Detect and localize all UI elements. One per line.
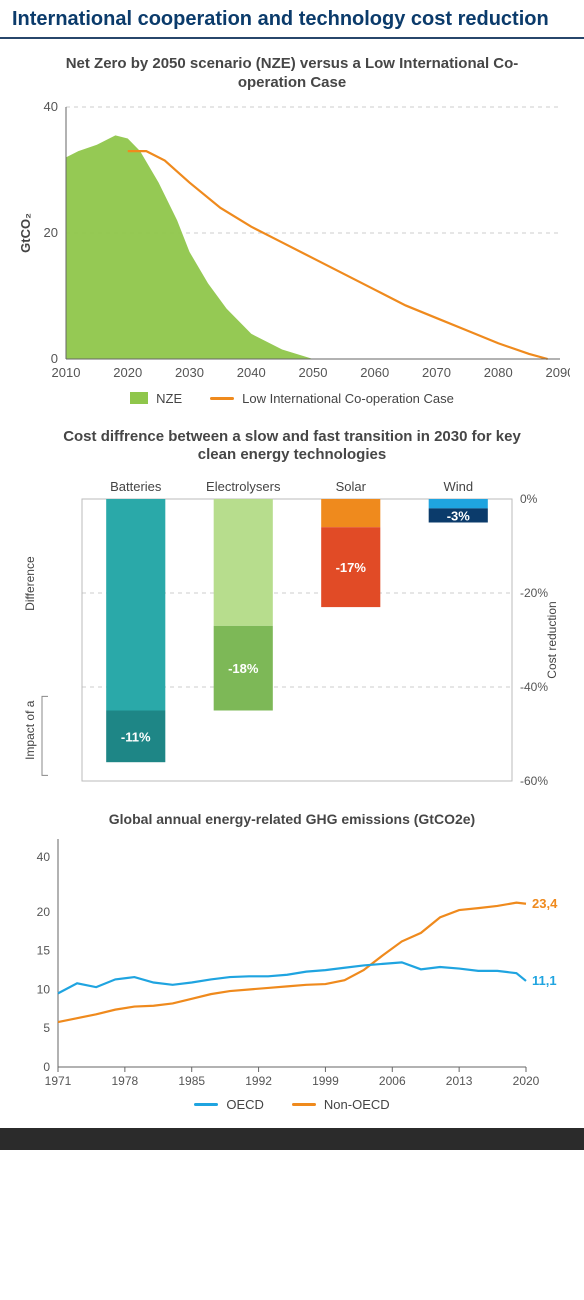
legend-swatch-lowcoop <box>210 397 234 400</box>
svg-text:1971: 1971 <box>45 1074 72 1088</box>
svg-text:2013: 2013 <box>446 1074 473 1088</box>
svg-text:11,1: 11,1 <box>532 972 557 987</box>
svg-text:-18%: -18% <box>228 661 259 676</box>
svg-text:Cost reduction: Cost reduction <box>545 601 559 678</box>
legend-swatch-nze <box>130 392 148 404</box>
chart-nze-vs-lowcoop: Net Zero by 2050 scenario (NZE) versus a… <box>0 39 584 412</box>
svg-text:40: 40 <box>44 99 58 114</box>
chart3-legend: OECD Non-OECD <box>14 1097 570 1112</box>
chart1-legend: NZE Low International Co-operation Case <box>14 391 570 406</box>
svg-text:2006: 2006 <box>379 1074 406 1088</box>
svg-text:GtCO₂: GtCO₂ <box>18 212 33 252</box>
svg-text:-3%: -3% <box>447 508 471 523</box>
svg-text:0: 0 <box>51 351 58 366</box>
svg-text:Wind: Wind <box>443 479 473 494</box>
svg-text:Impact of a: Impact of a <box>23 700 37 760</box>
chart1-title: Net Zero by 2050 scenario (NZE) versus a… <box>44 55 540 93</box>
svg-text:2070: 2070 <box>422 365 451 380</box>
svg-text:Batteries: Batteries <box>110 479 162 494</box>
legend-nonoecd: Non-OECD <box>292 1097 390 1112</box>
svg-text:23,4: 23,4 <box>532 895 558 910</box>
svg-text:2010: 2010 <box>52 365 81 380</box>
svg-text:10: 10 <box>37 982 51 996</box>
chart3-title: Global annual energy-related GHG emissio… <box>94 811 490 829</box>
svg-text:2060: 2060 <box>360 365 389 380</box>
legend-swatch-oecd <box>194 1103 218 1106</box>
legend-nze: NZE <box>130 391 182 406</box>
svg-text:-40%: -40% <box>520 680 548 694</box>
svg-text:-17%: -17% <box>336 560 367 575</box>
svg-text:1992: 1992 <box>245 1074 272 1088</box>
legend-oecd: OECD <box>194 1097 264 1112</box>
svg-text:1985: 1985 <box>178 1074 205 1088</box>
svg-text:20: 20 <box>37 904 51 918</box>
svg-text:2040: 2040 <box>237 365 266 380</box>
svg-text:0%: 0% <box>520 492 538 506</box>
svg-text:5: 5 <box>43 1021 50 1035</box>
footer-bar <box>0 1128 584 1150</box>
svg-text:-11%: -11% <box>121 729 151 744</box>
legend-swatch-nonoecd <box>292 1103 316 1106</box>
svg-text:40: 40 <box>37 850 51 864</box>
chart2-svg: 0% -20% -40% -60% Batteries -11% Electrolysers… <box>14 469 570 789</box>
legend-label-nze: NZE <box>156 391 182 406</box>
svg-text:2050: 2050 <box>299 365 328 380</box>
legend-label-oecd: OECD <box>226 1097 264 1112</box>
page-title: International cooperation and technology… <box>0 0 584 39</box>
svg-text:20: 20 <box>44 225 58 240</box>
svg-text:2030: 2030 <box>175 365 204 380</box>
chart1-svg: 0204020102020203020402050206020702080209… <box>14 97 570 387</box>
svg-text:2090: 2090 <box>546 365 570 380</box>
legend-label-lowcoop: Low International Co-operation Case <box>242 391 454 406</box>
svg-text:Electrolysers: Electrolysers <box>206 479 281 494</box>
svg-text:-60%: -60% <box>520 774 548 788</box>
chart3-svg: 0 5 10 15 20 40 1971 1978 1985 1992 1999 2006 2013 20… <box>14 833 570 1093</box>
legend-lowcoop: Low International Co-operation Case <box>210 391 454 406</box>
chart2-title: Cost diffrence between a slow and fast t… <box>44 428 540 466</box>
chart-ghg-emissions: Global annual energy-related GHG emissio… <box>0 795 584 1118</box>
svg-text:-20%: -20% <box>520 586 548 600</box>
svg-text:Difference: Difference <box>23 556 37 611</box>
svg-text:Solar: Solar <box>336 479 367 494</box>
svg-text:0: 0 <box>43 1060 50 1074</box>
svg-text:2080: 2080 <box>484 365 513 380</box>
chart-cost-difference: Cost diffrence between a slow and fast t… <box>0 412 584 796</box>
svg-text:2020: 2020 <box>113 365 142 380</box>
svg-text:15: 15 <box>37 943 51 957</box>
svg-text:2020: 2020 <box>513 1074 540 1088</box>
legend-label-nonoecd: Non-OECD <box>324 1097 390 1112</box>
svg-text:1999: 1999 <box>312 1074 339 1088</box>
svg-text:1978: 1978 <box>112 1074 139 1088</box>
